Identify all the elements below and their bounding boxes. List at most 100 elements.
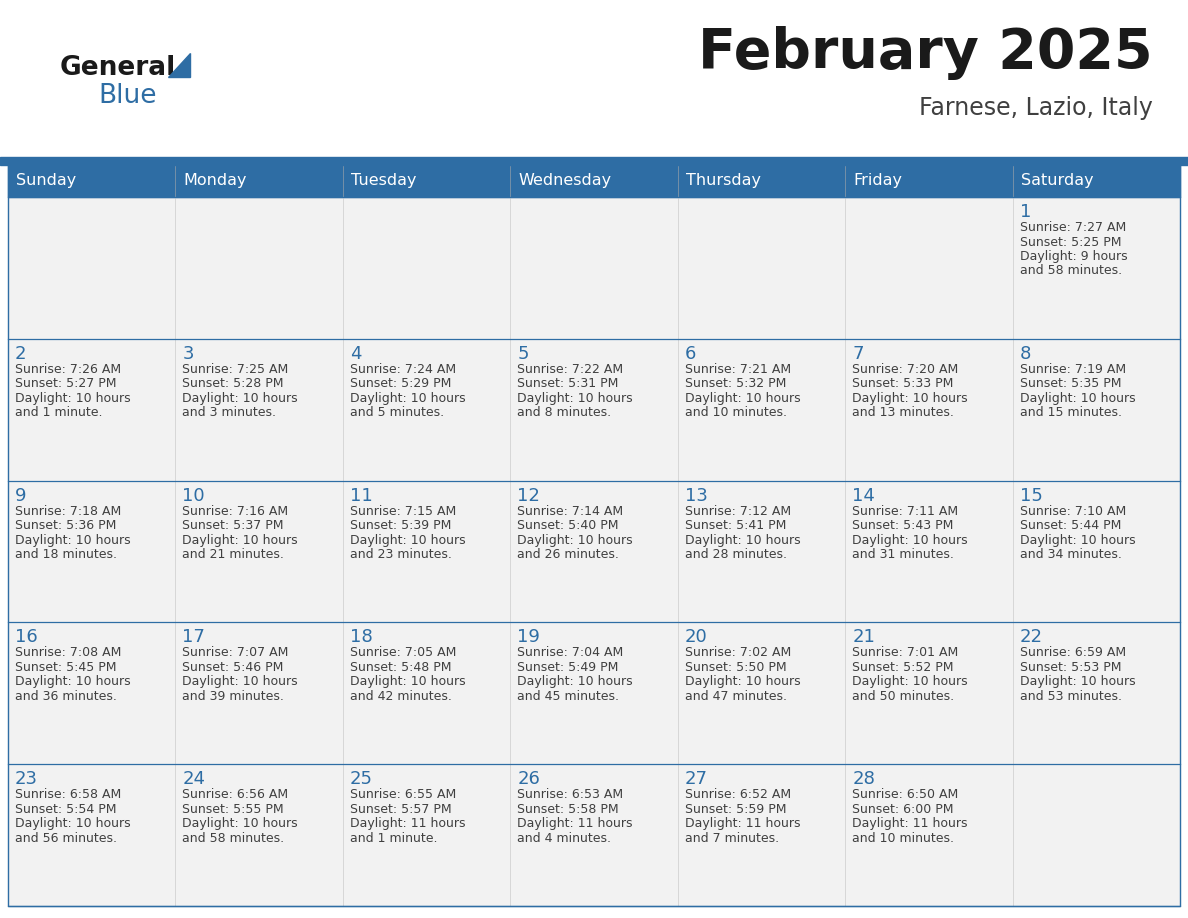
Text: 16: 16 (15, 629, 38, 646)
Text: Sunrise: 7:24 AM: Sunrise: 7:24 AM (349, 363, 456, 375)
Text: and 45 minutes.: and 45 minutes. (517, 690, 619, 703)
Bar (1012, 622, 1180, 764)
Text: and 5 minutes.: and 5 minutes. (349, 407, 444, 420)
Text: Sunrise: 7:02 AM: Sunrise: 7:02 AM (684, 646, 791, 659)
Text: Daylight: 10 hours: Daylight: 10 hours (15, 676, 131, 688)
Text: 11: 11 (349, 487, 373, 505)
Text: Sunset: 5:53 PM: Sunset: 5:53 PM (1019, 661, 1121, 674)
Text: Sunset: 5:25 PM: Sunset: 5:25 PM (1019, 236, 1121, 249)
Text: Sunrise: 6:53 AM: Sunrise: 6:53 AM (517, 789, 624, 801)
Text: and 15 minutes.: and 15 minutes. (1019, 407, 1121, 420)
Text: Sunrise: 6:52 AM: Sunrise: 6:52 AM (684, 789, 791, 801)
Text: Farnese, Lazio, Italy: Farnese, Lazio, Italy (920, 96, 1154, 120)
Text: Sunset: 5:28 PM: Sunset: 5:28 PM (183, 377, 284, 390)
Text: Sunrise: 7:16 AM: Sunrise: 7:16 AM (183, 505, 289, 518)
Bar (511, 622, 677, 764)
Bar (677, 481, 845, 622)
Text: 20: 20 (684, 629, 708, 646)
Text: Daylight: 11 hours: Daylight: 11 hours (349, 817, 466, 830)
Text: Sunset: 5:49 PM: Sunset: 5:49 PM (517, 661, 619, 674)
Text: Sunset: 5:46 PM: Sunset: 5:46 PM (183, 661, 284, 674)
Text: and 28 minutes.: and 28 minutes. (684, 548, 786, 561)
Bar (845, 622, 1012, 764)
Bar (176, 764, 343, 906)
Text: Wednesday: Wednesday (518, 174, 612, 188)
Text: Sunset: 5:35 PM: Sunset: 5:35 PM (1019, 377, 1121, 390)
Text: 26: 26 (517, 770, 541, 789)
Text: Sunset: 5:29 PM: Sunset: 5:29 PM (349, 377, 451, 390)
Text: Saturday: Saturday (1020, 174, 1093, 188)
Text: Sunrise: 7:04 AM: Sunrise: 7:04 AM (517, 646, 624, 659)
Text: Sunrise: 7:07 AM: Sunrise: 7:07 AM (183, 646, 289, 659)
Text: and 58 minutes.: and 58 minutes. (1019, 264, 1121, 277)
Bar (1012, 165, 1180, 197)
Text: Daylight: 10 hours: Daylight: 10 hours (183, 533, 298, 546)
Text: Sunrise: 7:05 AM: Sunrise: 7:05 AM (349, 646, 456, 659)
Text: 23: 23 (15, 770, 38, 789)
Bar (8, 165, 176, 197)
Text: Sunset: 5:32 PM: Sunset: 5:32 PM (684, 377, 786, 390)
Text: Daylight: 10 hours: Daylight: 10 hours (517, 392, 633, 405)
Text: Sunrise: 7:15 AM: Sunrise: 7:15 AM (349, 505, 456, 518)
Text: Daylight: 10 hours: Daylight: 10 hours (183, 817, 298, 830)
Bar (1012, 339, 1180, 481)
Text: Sunset: 5:44 PM: Sunset: 5:44 PM (1019, 519, 1121, 532)
Text: 5: 5 (517, 345, 529, 363)
Bar (343, 764, 511, 906)
Text: Sunset: 5:33 PM: Sunset: 5:33 PM (852, 377, 954, 390)
Text: 19: 19 (517, 629, 541, 646)
Text: Sunrise: 7:20 AM: Sunrise: 7:20 AM (852, 363, 959, 375)
Bar (845, 764, 1012, 906)
Text: and 10 minutes.: and 10 minutes. (684, 407, 786, 420)
Text: Sunrise: 6:56 AM: Sunrise: 6:56 AM (183, 789, 289, 801)
Text: Sunrise: 7:12 AM: Sunrise: 7:12 AM (684, 505, 791, 518)
Text: Blue: Blue (97, 83, 157, 109)
Bar (677, 339, 845, 481)
Bar (1012, 764, 1180, 906)
Text: Sunset: 5:37 PM: Sunset: 5:37 PM (183, 519, 284, 532)
Text: and 4 minutes.: and 4 minutes. (517, 832, 612, 845)
Text: Sunrise: 6:58 AM: Sunrise: 6:58 AM (15, 789, 121, 801)
Text: 9: 9 (15, 487, 26, 505)
Text: Daylight: 10 hours: Daylight: 10 hours (349, 533, 466, 546)
Text: and 42 minutes.: and 42 minutes. (349, 690, 451, 703)
Text: Daylight: 11 hours: Daylight: 11 hours (852, 817, 968, 830)
Bar (176, 622, 343, 764)
Text: Sunset: 5:58 PM: Sunset: 5:58 PM (517, 802, 619, 816)
Bar (176, 339, 343, 481)
Text: Sunrise: 7:27 AM: Sunrise: 7:27 AM (1019, 221, 1126, 234)
Text: Daylight: 10 hours: Daylight: 10 hours (15, 392, 131, 405)
Text: Daylight: 11 hours: Daylight: 11 hours (517, 817, 633, 830)
Text: Daylight: 10 hours: Daylight: 10 hours (684, 676, 801, 688)
Text: Sunset: 5:40 PM: Sunset: 5:40 PM (517, 519, 619, 532)
Text: Sunrise: 7:08 AM: Sunrise: 7:08 AM (15, 646, 121, 659)
Text: 17: 17 (183, 629, 206, 646)
Text: and 1 minute.: and 1 minute. (349, 832, 437, 845)
Bar (176, 197, 343, 339)
Bar (8, 481, 176, 622)
Text: Sunrise: 7:14 AM: Sunrise: 7:14 AM (517, 505, 624, 518)
Bar (343, 339, 511, 481)
Bar (511, 339, 677, 481)
Bar (343, 622, 511, 764)
Bar (845, 481, 1012, 622)
Text: and 31 minutes.: and 31 minutes. (852, 548, 954, 561)
Text: Daylight: 10 hours: Daylight: 10 hours (15, 533, 131, 546)
Text: and 56 minutes.: and 56 minutes. (15, 832, 116, 845)
Text: Sunrise: 6:59 AM: Sunrise: 6:59 AM (1019, 646, 1126, 659)
Bar (8, 197, 176, 339)
Text: Sunset: 5:36 PM: Sunset: 5:36 PM (15, 519, 116, 532)
Text: 3: 3 (183, 345, 194, 363)
Bar (8, 764, 176, 906)
Text: Friday: Friday (853, 174, 902, 188)
Text: February 2025: February 2025 (699, 26, 1154, 80)
Text: Daylight: 10 hours: Daylight: 10 hours (517, 533, 633, 546)
Text: Daylight: 11 hours: Daylight: 11 hours (684, 817, 801, 830)
Text: and 10 minutes.: and 10 minutes. (852, 832, 954, 845)
Text: 6: 6 (684, 345, 696, 363)
Text: 21: 21 (852, 629, 876, 646)
Text: Sunset: 5:59 PM: Sunset: 5:59 PM (684, 802, 786, 816)
Text: Daylight: 10 hours: Daylight: 10 hours (852, 533, 968, 546)
Text: and 53 minutes.: and 53 minutes. (1019, 690, 1121, 703)
Text: Daylight: 10 hours: Daylight: 10 hours (852, 676, 968, 688)
